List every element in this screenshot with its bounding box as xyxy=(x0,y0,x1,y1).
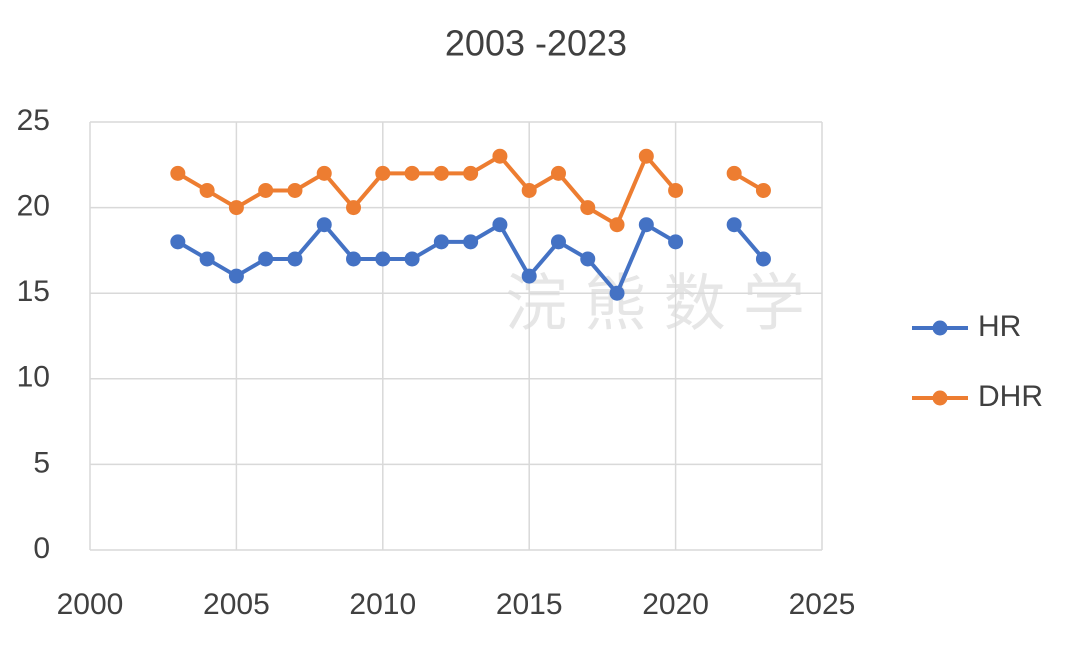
point xyxy=(346,251,362,267)
legend-label: DHR xyxy=(978,380,1043,413)
x-tick-label: 2010 xyxy=(349,588,416,621)
point xyxy=(521,182,537,198)
point xyxy=(170,165,186,181)
point xyxy=(433,234,449,250)
point xyxy=(258,251,274,267)
point xyxy=(199,251,215,267)
point xyxy=(404,165,420,181)
y-tick-label: 20 xyxy=(17,190,50,223)
y-tick-label: 5 xyxy=(33,446,50,479)
point xyxy=(346,200,362,216)
point xyxy=(550,234,566,250)
point xyxy=(316,165,332,181)
point xyxy=(492,217,508,233)
point xyxy=(463,234,479,250)
point xyxy=(228,268,244,284)
x-tick-label: 2015 xyxy=(496,588,563,621)
point xyxy=(668,182,684,198)
point xyxy=(170,234,186,250)
point xyxy=(375,251,391,267)
watermark: 浣 熊 数 学 xyxy=(505,269,805,338)
point xyxy=(755,182,771,198)
chart-title: 2003 -2023 xyxy=(445,23,627,64)
point xyxy=(726,165,742,181)
y-tick-label: 15 xyxy=(17,275,50,308)
x-tick-label: 2025 xyxy=(789,588,856,621)
point xyxy=(521,268,537,284)
legend-marker xyxy=(932,320,948,336)
x-tick-label: 2020 xyxy=(642,588,709,621)
legend-label: HR xyxy=(978,310,1021,343)
point xyxy=(580,200,596,216)
point xyxy=(609,285,625,301)
point xyxy=(492,148,508,164)
point xyxy=(726,217,742,233)
point xyxy=(375,165,391,181)
point xyxy=(638,148,654,164)
point xyxy=(287,251,303,267)
point xyxy=(287,182,303,198)
point xyxy=(638,217,654,233)
point xyxy=(609,217,625,233)
point xyxy=(433,165,449,181)
point xyxy=(199,182,215,198)
y-tick-label: 10 xyxy=(17,361,50,394)
y-tick-label: 0 xyxy=(33,532,50,565)
point xyxy=(668,234,684,250)
x-tick-label: 2005 xyxy=(203,588,270,621)
legend-marker xyxy=(932,390,948,406)
point xyxy=(316,217,332,233)
x-tick-label: 2000 xyxy=(57,588,124,621)
point xyxy=(228,200,244,216)
point xyxy=(258,182,274,198)
point xyxy=(550,165,566,181)
y-tick-label: 25 xyxy=(17,104,50,137)
point xyxy=(463,165,479,181)
point xyxy=(404,251,420,267)
point xyxy=(755,251,771,267)
point xyxy=(580,251,596,267)
